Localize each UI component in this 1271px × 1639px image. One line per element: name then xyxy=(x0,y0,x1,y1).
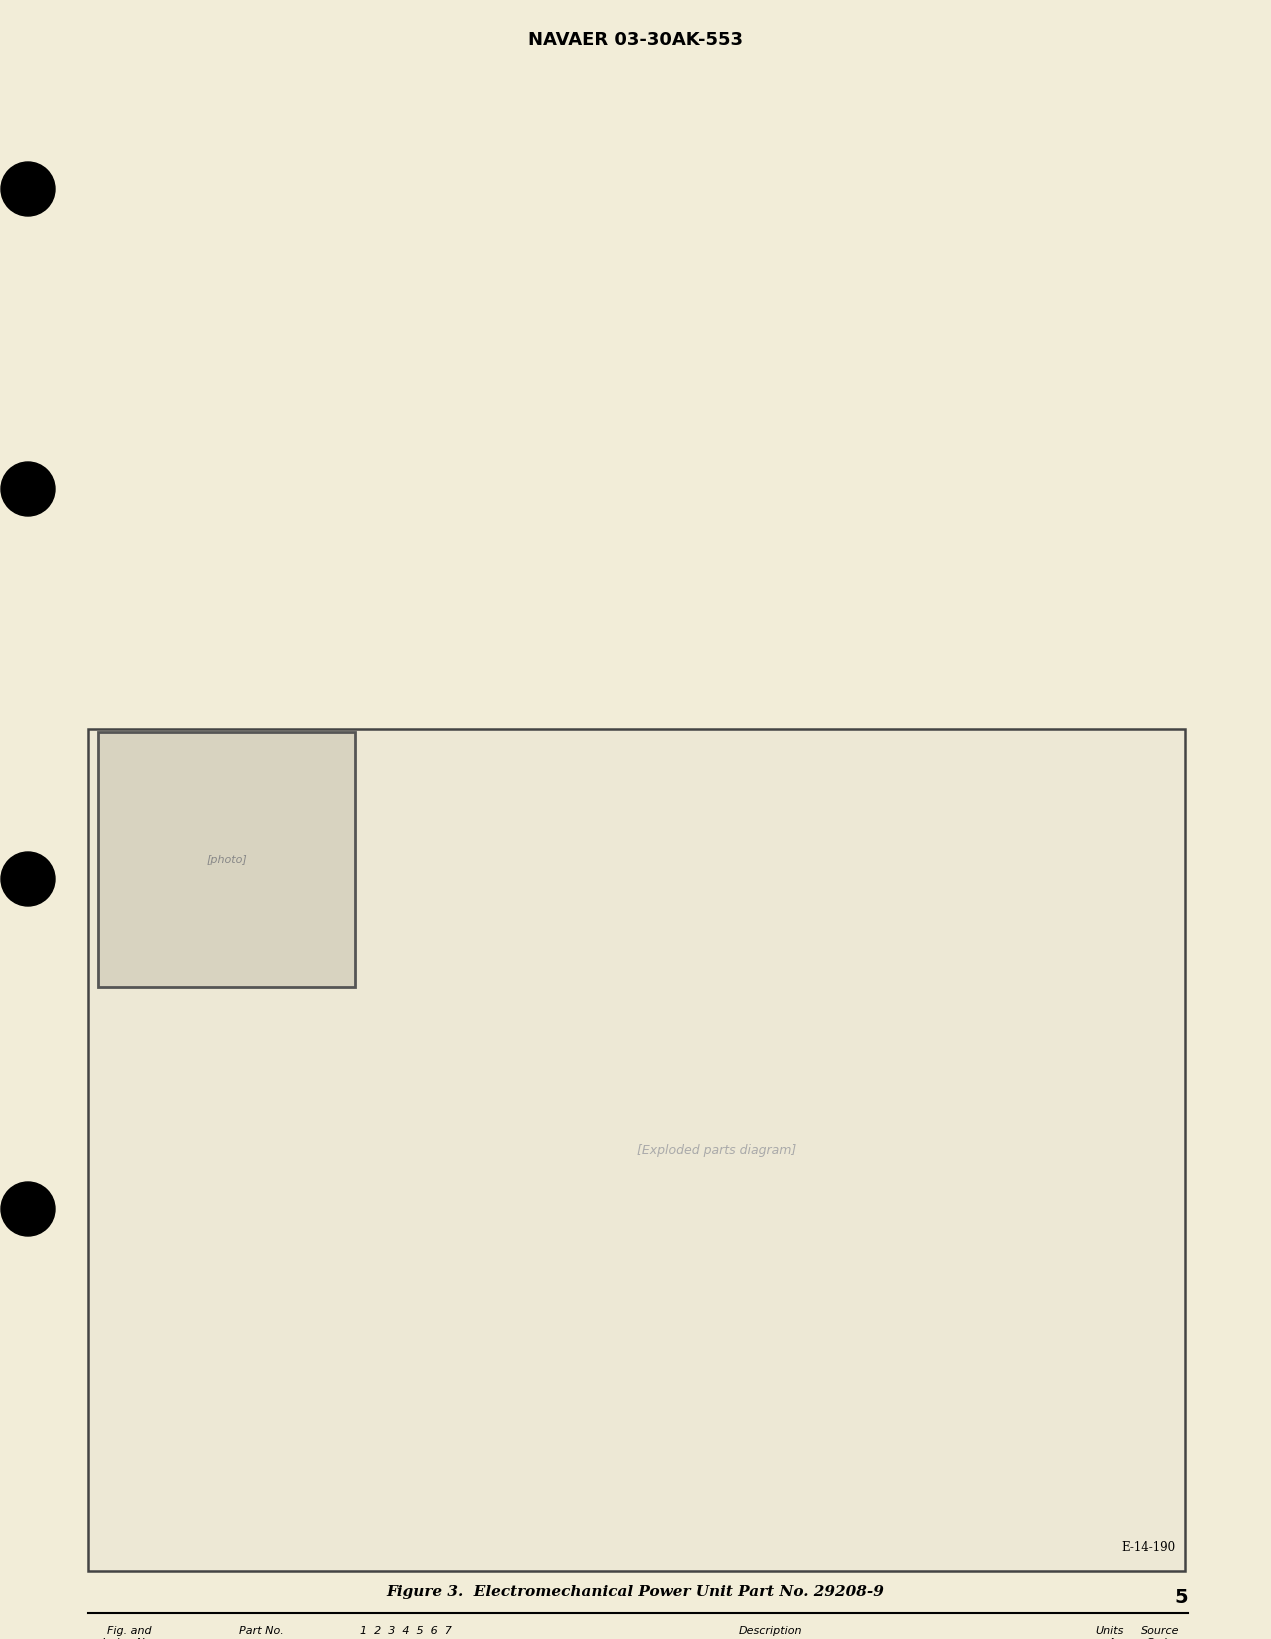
Circle shape xyxy=(1,852,55,906)
Text: Description: Description xyxy=(738,1624,802,1636)
Text: Part No.: Part No. xyxy=(239,1624,283,1636)
Bar xyxy=(98,733,355,987)
Bar xyxy=(88,729,1185,1572)
Text: Units
per Assy: Units per Assy xyxy=(1085,1624,1134,1639)
Text: [photo]: [photo] xyxy=(206,856,247,865)
Text: Source
Code: Source Code xyxy=(1141,1624,1179,1639)
Text: NAVAER 03-30AK-553: NAVAER 03-30AK-553 xyxy=(527,31,742,49)
Text: 5: 5 xyxy=(1174,1588,1188,1606)
Text: Fig. and
Index No.: Fig. and Index No. xyxy=(103,1624,155,1639)
Text: 1  2  3  4  5  6  7: 1 2 3 4 5 6 7 xyxy=(360,1624,452,1636)
Text: Figure 3.  Electromechanical Power Unit Part No. 29208-9: Figure 3. Electromechanical Power Unit P… xyxy=(386,1583,883,1598)
Text: [Exploded parts diagram]: [Exploded parts diagram] xyxy=(637,1144,796,1157)
Circle shape xyxy=(1,1182,55,1236)
Circle shape xyxy=(1,162,55,216)
Text: E-14-190: E-14-190 xyxy=(1121,1541,1174,1554)
Circle shape xyxy=(1,462,55,516)
